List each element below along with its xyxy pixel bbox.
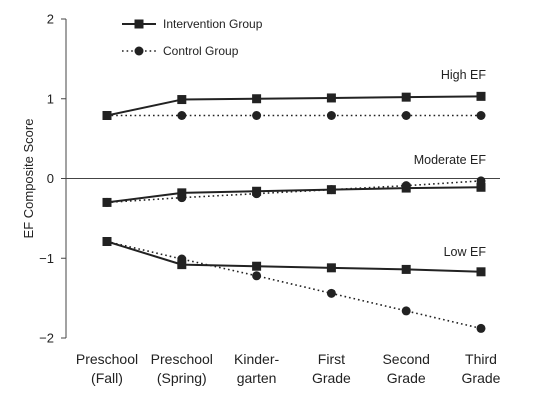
x-tick-label: First Grade bbox=[312, 351, 351, 386]
square-marker bbox=[177, 188, 187, 198]
series-line bbox=[106, 240, 482, 273]
square-marker bbox=[252, 94, 262, 104]
circle-marker bbox=[177, 193, 187, 203]
y-axis-title: EF Composite Score bbox=[21, 119, 36, 239]
square-marker bbox=[326, 93, 336, 103]
series-high-ef-intervention bbox=[102, 91, 486, 120]
circle-marker bbox=[326, 110, 336, 120]
x-tick-label-line: Third bbox=[465, 351, 497, 367]
series-high-ef-control bbox=[102, 110, 486, 120]
square-marker bbox=[401, 92, 411, 102]
y-tick-label: 1 bbox=[47, 91, 54, 106]
group-label: Low EF bbox=[444, 245, 487, 259]
series-line bbox=[106, 186, 482, 204]
square-marker bbox=[476, 182, 486, 192]
legend: Intervention Group Control Group bbox=[122, 17, 263, 58]
series-moderate-ef-intervention bbox=[102, 182, 486, 207]
circle-marker bbox=[401, 306, 411, 316]
square-marker bbox=[134, 19, 144, 29]
series-moderate-ef-control bbox=[102, 176, 486, 207]
x-tick-label: Preschool (Spring) bbox=[151, 351, 213, 386]
square-marker bbox=[177, 95, 187, 105]
y-tick-label: 0 bbox=[47, 171, 54, 186]
circle-marker bbox=[177, 110, 187, 120]
square-marker bbox=[326, 263, 336, 273]
y-tick-label: −2 bbox=[39, 331, 54, 346]
series-line bbox=[106, 240, 482, 330]
circle-marker bbox=[252, 110, 262, 120]
square-marker bbox=[401, 264, 411, 274]
square-marker bbox=[476, 91, 486, 101]
y-tick-label: 2 bbox=[47, 12, 54, 27]
x-tick-label-line: Grade bbox=[462, 370, 501, 386]
circle-marker bbox=[326, 288, 336, 298]
circle-marker bbox=[102, 237, 112, 247]
x-tick-label-line: Grade bbox=[312, 370, 351, 386]
x-tick-label: Preschool (Fall) bbox=[76, 351, 138, 386]
x-tick-label: Kinder-garten bbox=[234, 351, 279, 386]
group-label: Moderate EF bbox=[414, 153, 487, 167]
x-tick-label-line: (Spring) bbox=[157, 370, 207, 386]
circle-marker bbox=[476, 323, 486, 333]
square-marker bbox=[252, 261, 262, 271]
series-layer bbox=[102, 91, 486, 333]
x-tick-label-line: (Fall) bbox=[91, 370, 123, 386]
circle-marker bbox=[326, 185, 336, 195]
axes: 2 1 0 −1 −2 EF Composite Score Preschool (Fall)… bbox=[21, 12, 501, 387]
series-line bbox=[106, 95, 482, 117]
group-labels: High EF Moderate EF Low EF bbox=[414, 68, 487, 259]
circle-marker bbox=[401, 181, 411, 191]
legend-label: Control Group bbox=[163, 44, 239, 58]
x-tick-label: Third Grade bbox=[462, 351, 501, 386]
group-label: High EF bbox=[441, 68, 487, 82]
circle-marker bbox=[252, 189, 262, 199]
circle-marker bbox=[102, 110, 112, 120]
circle-marker bbox=[476, 176, 486, 186]
square-marker bbox=[476, 267, 486, 277]
x-tick-label-line: Grade bbox=[387, 370, 426, 386]
circle-marker bbox=[252, 271, 262, 281]
y-tick-label: −1 bbox=[39, 251, 54, 266]
series-low-ef-control bbox=[102, 237, 486, 333]
x-tick-label: Second Grade bbox=[382, 351, 429, 386]
series-line bbox=[106, 180, 482, 204]
x-tick-label-line: Second bbox=[382, 351, 429, 367]
x-tick-label-line: First bbox=[318, 351, 345, 367]
x-tick-label-line: Preschool bbox=[151, 351, 213, 367]
square-marker bbox=[177, 260, 187, 270]
circle-marker bbox=[401, 110, 411, 120]
x-tick-label-line: Preschool bbox=[76, 351, 138, 367]
series-low-ef-intervention bbox=[102, 237, 486, 277]
x-tick-label-line: garten bbox=[237, 370, 277, 386]
circle-marker bbox=[476, 110, 486, 120]
circle-marker bbox=[134, 46, 144, 56]
legend-label: Intervention Group bbox=[163, 17, 263, 31]
circle-marker bbox=[102, 197, 112, 207]
x-tick-label-line: Kinder- bbox=[234, 351, 279, 367]
circle-marker bbox=[177, 254, 187, 264]
